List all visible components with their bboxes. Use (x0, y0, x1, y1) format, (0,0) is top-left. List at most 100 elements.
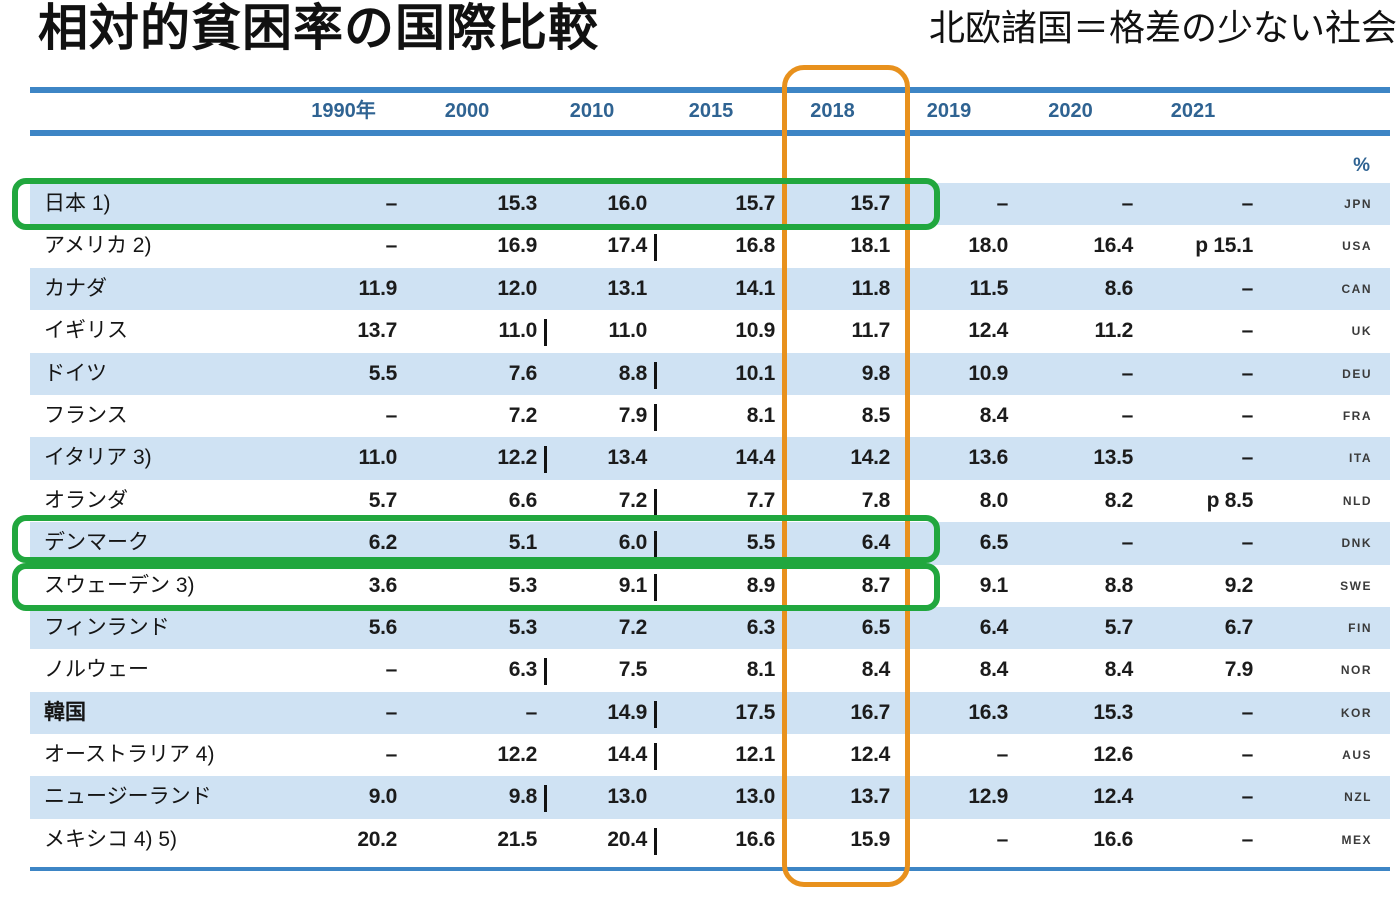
table-row-DNK: デンマーク 6.2 5.1 6.0 5.5 6.4 6.5 – – DNK (30, 522, 1390, 565)
table-row-ITA: イタリア 3) 11.0 12.2 13.4 14.4 14.2 13.6 13.5 – ITA (30, 437, 1390, 480)
value-FRA-2020: – (1008, 395, 1134, 437)
series-break-mark (654, 361, 657, 389)
country-code-NZL: NZL (1344, 790, 1372, 805)
value-NOR-2015: 8.1 (647, 649, 776, 691)
value-USA-2015: 16.8 (647, 225, 775, 267)
value-JPN-2010: 16.0 (537, 183, 647, 225)
country-code-FIN: FIN (1348, 620, 1372, 635)
value-text: 6.7 (1224, 615, 1254, 639)
value-text: – (1241, 319, 1254, 343)
value-text: – (996, 743, 1009, 767)
country-label-DNK: デンマーク (44, 531, 149, 555)
value-text: 13.0 (735, 785, 775, 809)
country-label-JPN: 日本 1) (44, 192, 111, 215)
value-text: 12.4 (968, 319, 1008, 343)
value-DEU-2020: – (1008, 353, 1134, 395)
value-text: 8.4 (1104, 658, 1134, 682)
value-text: 15.9 (850, 827, 890, 851)
value-text: 8.0 (979, 488, 1009, 512)
value-text: – (1121, 403, 1134, 427)
value-UK-2020: 11.2 (1008, 310, 1133, 352)
value-text: 11.5 (969, 276, 1008, 300)
value-text: 12.2 (497, 743, 537, 767)
value-text: 8.4 (979, 403, 1009, 427)
country-label-KOR: 韓国 (44, 700, 86, 724)
value-DNK-2010: 6.0 (537, 522, 657, 564)
value-AUS-2000: 12.2 (397, 734, 537, 776)
value-NZL-2020: 12.4 (1008, 776, 1133, 818)
value-MEX-2021: – (1133, 819, 1254, 861)
value-KOR-2018: 16.7 (775, 692, 890, 734)
value-text: 12.4 (850, 743, 890, 767)
value-CAN-2021: – (1133, 268, 1254, 310)
value-text: 11.2 (1094, 319, 1133, 343)
value-text: – (1121, 192, 1134, 215)
value-AUS-2010: 14.4 (537, 734, 657, 776)
value-text: 8.1 (746, 658, 776, 682)
unit-label: % (1353, 155, 1370, 176)
country-label-UK: イギリス (44, 319, 128, 343)
value-text: 16.4 (1093, 234, 1133, 258)
series-break-mark (654, 827, 657, 855)
value-text: 13.4 (607, 446, 647, 470)
value-NZL-1990: 9.0 (290, 776, 398, 818)
value-text: 20.2 (357, 827, 397, 851)
value-text: 12.1 (735, 743, 775, 767)
table-bottom-rule (30, 867, 1390, 872)
value-ITA-2000: 12.2 (397, 437, 547, 479)
value-text: – (1241, 446, 1254, 470)
value-text: 7.5 (618, 658, 648, 682)
value-text: 8.8 (618, 361, 648, 385)
value-UK-2019: 12.4 (890, 310, 1008, 352)
value-SWE-2021: 9.2 (1133, 565, 1254, 607)
value-text: 14.2 (850, 446, 890, 470)
country-code-USA: USA (1342, 239, 1372, 254)
value-FIN-2010: 7.2 (537, 607, 648, 649)
value-text: 13.5 (1093, 446, 1133, 470)
value-text: 3.6 (368, 573, 398, 597)
table-row-USA: アメリカ 2) – 16.9 17.4 16.8 18.1 18.0 16.4 p 15.1 US… (30, 225, 1390, 267)
series-break-mark (544, 319, 547, 347)
value-USA-2020: 16.4 (1008, 225, 1133, 267)
value-text: 12.6 (1093, 743, 1133, 767)
value-NOR-1990: – (290, 649, 398, 691)
value-NZL-2021: – (1133, 776, 1254, 818)
country-label-MEX: メキシコ 4) 5) (44, 827, 178, 851)
value-FRA-2018: 8.5 (775, 395, 891, 437)
value-text: – (1241, 785, 1254, 809)
value-text: 7.9 (1224, 658, 1254, 682)
value-AUS-2015: 12.1 (647, 734, 775, 776)
value-CAN-2019: 11.5 (890, 268, 1008, 310)
table-row-KOR: 韓国 – – 14.9 17.5 16.7 16.3 15.3 – KOR (30, 691, 1390, 735)
value-SWE-2019: 9.1 (890, 565, 1009, 607)
country-code-FRA: FRA (1342, 408, 1372, 423)
value-KOR-2015: 17.5 (647, 692, 775, 734)
value-DNK-2000: 5.1 (397, 522, 538, 564)
value-FIN-2018: 6.5 (775, 607, 891, 649)
country-code-ITA: ITA (1349, 451, 1372, 466)
value-DNK-2019: 6.5 (890, 522, 1009, 564)
value-MEX-2010: 20.4 (537, 819, 657, 861)
value-text: 16.7 (850, 700, 890, 724)
value-JPN-2000: 15.3 (397, 183, 537, 225)
value-DNK-2018: 6.4 (775, 522, 891, 564)
year-header-1990: 1990年 (311, 100, 376, 122)
value-text: p 8.5 (1206, 488, 1254, 512)
value-text: 9.2 (1224, 573, 1254, 597)
value-text: 11.0 (608, 319, 647, 343)
value-FRA-2015: 8.1 (647, 395, 776, 437)
value-AUS-2019: – (890, 734, 1009, 776)
year-header-2015: 2015 (688, 100, 734, 122)
value-USA-2000: 16.9 (397, 225, 537, 267)
value-DEU-2000: 7.6 (397, 353, 538, 395)
value-text: 5.5 (746, 531, 776, 555)
value-UK-2015: 10.9 (647, 310, 775, 352)
value-CAN-1990: 11.9 (290, 268, 397, 310)
value-SWE-2015: 8.9 (647, 565, 776, 607)
value-DNK-1990: 6.2 (290, 522, 398, 564)
value-text: 9.8 (508, 785, 538, 809)
table-row-NZL: ニュージーランド 9.0 9.8 13.0 13.0 13.7 12.9 12.4 – NZL (30, 776, 1390, 819)
value-text: 9.1 (979, 573, 1009, 597)
value-text: 16.0 (607, 192, 647, 215)
value-text: 8.4 (861, 658, 891, 682)
